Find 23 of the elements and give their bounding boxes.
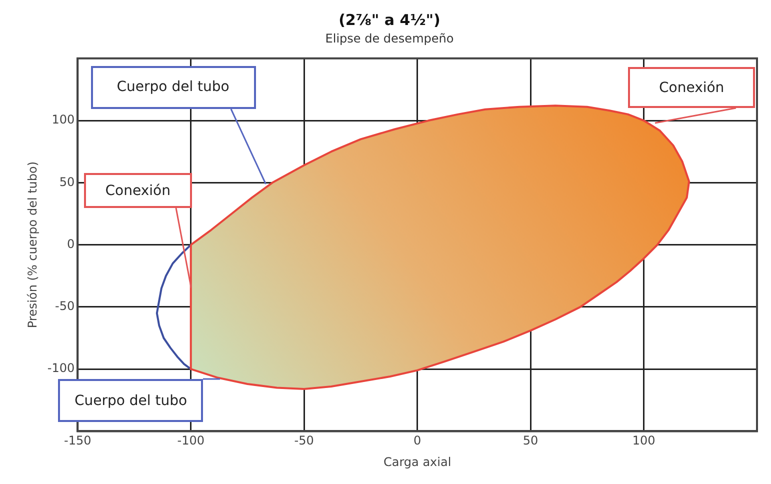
annotation: Conexión — [658, 80, 724, 96]
y-tick-label: -100 — [47, 361, 75, 376]
y-tick-label: 100 — [52, 112, 75, 127]
y-axis-title: Presión (% cuerpo del tubo) — [25, 161, 40, 328]
x-tick-label: 100 — [632, 434, 656, 448]
callout-box: Conexión — [84, 173, 192, 208]
callout-box: Conexión — [628, 67, 756, 108]
annotation: Cuerpo del tubo — [74, 392, 188, 408]
chart-subtitle: Elipse de desempeño — [325, 31, 454, 46]
x-tick-label: -50 — [294, 434, 314, 448]
x-tick-label: -150 — [64, 434, 92, 448]
annotation: Conexión — [105, 182, 170, 199]
annotation: Cuerpo del tubo — [116, 79, 230, 96]
callout-box: Cuerpo del tubo — [58, 379, 204, 422]
x-tick-label: -100 — [177, 434, 204, 448]
y-tick-label: -50 — [55, 299, 75, 314]
y-tick-label: 0 — [66, 236, 75, 251]
callout-box: Cuerpo del tubo — [90, 66, 256, 109]
x-tick-label: 0 — [413, 434, 422, 448]
x-tick-label: 50 — [522, 434, 538, 448]
y-tick-label: 50 — [59, 174, 75, 189]
chart-title: (2⅞" a 4½") — [338, 10, 440, 29]
x-axis-title: Carga axial — [383, 454, 452, 469]
